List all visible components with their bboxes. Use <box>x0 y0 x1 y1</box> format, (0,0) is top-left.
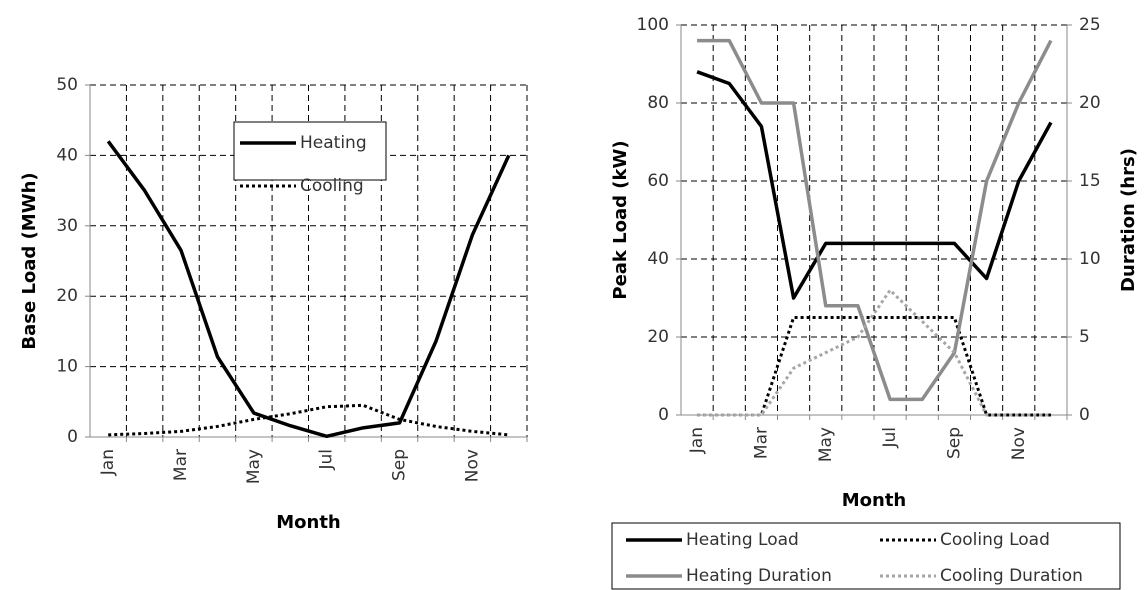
x-tick-label: Jan <box>98 449 118 476</box>
legend-box <box>233 121 387 181</box>
series-line <box>106 140 511 439</box>
y2-axis-title: Duration (hrs) <box>1118 148 1139 292</box>
series-line <box>696 70 1053 300</box>
y2-tick-label: 15 <box>1079 171 1101 191</box>
y2-tick-label: 20 <box>1079 93 1101 113</box>
y-tick-label: 0 <box>67 427 78 447</box>
y2-tick-label: 10 <box>1079 249 1101 269</box>
x-tick-label: Mar <box>751 427 771 459</box>
legend-label: Cooling Duration <box>940 566 1083 586</box>
y-tick-label: 40 <box>56 145 78 165</box>
y-tick-label: 60 <box>647 171 669 191</box>
x-tick-label: Jul <box>880 427 900 449</box>
legend-label: Cooling <box>300 176 364 196</box>
legend-label: Heating Duration <box>686 566 832 586</box>
y2-tick-label: 5 <box>1079 327 1090 347</box>
series-line <box>697 316 1051 417</box>
x-tick-label: Nov <box>1009 427 1029 460</box>
y2-tick-label: 25 <box>1079 15 1101 35</box>
y-tick-label: 10 <box>56 357 78 377</box>
x-tick-label: May <box>816 427 836 462</box>
y-tick-label: 100 <box>637 15 669 35</box>
x-tick-label: Sep <box>390 449 410 481</box>
y-tick-label: 80 <box>647 93 669 113</box>
x-tick-label: Jul <box>317 449 337 471</box>
legend-label: Heating <box>300 133 367 153</box>
y-tick-label: 20 <box>56 286 78 306</box>
x-tick-label: May <box>244 449 264 484</box>
x-tick-label: Jan <box>687 427 707 454</box>
series-line <box>697 288 1051 417</box>
y-tick-label: 20 <box>647 327 669 347</box>
y-axis-title: Base Load (MWh) <box>19 172 40 349</box>
legend-label: Heating Load <box>686 530 799 550</box>
y-tick-label: 30 <box>56 216 78 236</box>
x-axis-title: Month <box>276 512 341 533</box>
series-line <box>697 38 1053 402</box>
x-tick-label: Sep <box>944 427 964 459</box>
x-tick-label: Mar <box>171 449 191 481</box>
x-axis-title: Month <box>842 490 907 511</box>
legend-box <box>611 522 1121 590</box>
y-tick-label: 0 <box>658 405 669 425</box>
y-tick-label: 50 <box>56 75 78 95</box>
legend-label: Cooling Load <box>940 530 1050 550</box>
y-axis-title: Peak Load (kW) <box>610 140 631 299</box>
x-tick-label: Nov <box>462 449 482 482</box>
y-tick-label: 40 <box>647 249 669 269</box>
y2-tick-label: 0 <box>1079 405 1090 425</box>
series-line <box>108 403 509 437</box>
